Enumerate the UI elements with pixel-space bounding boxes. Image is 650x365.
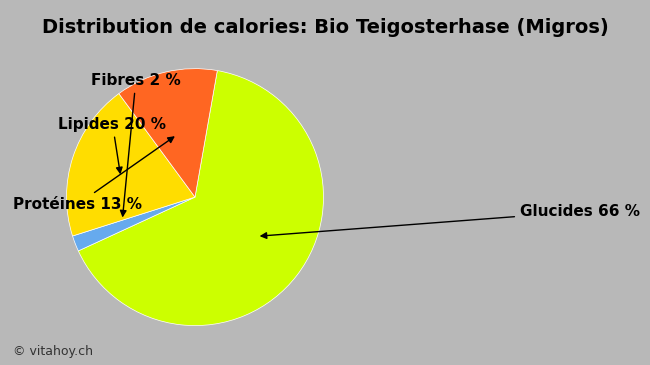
- Wedge shape: [78, 70, 324, 326]
- Text: Fibres 2 %: Fibres 2 %: [91, 73, 181, 216]
- Text: Glucides 66 %: Glucides 66 %: [261, 204, 640, 238]
- Wedge shape: [73, 197, 195, 251]
- Text: © vitahoy.ch: © vitahoy.ch: [13, 345, 93, 358]
- Wedge shape: [119, 69, 217, 197]
- Text: Distribution de calories: Bio Teigosterhase (Migros): Distribution de calories: Bio Teigosterh…: [42, 18, 608, 37]
- Text: Protéines 13 %: Protéines 13 %: [13, 137, 174, 212]
- Wedge shape: [66, 93, 195, 236]
- Text: Lipides 20 %: Lipides 20 %: [58, 116, 166, 173]
